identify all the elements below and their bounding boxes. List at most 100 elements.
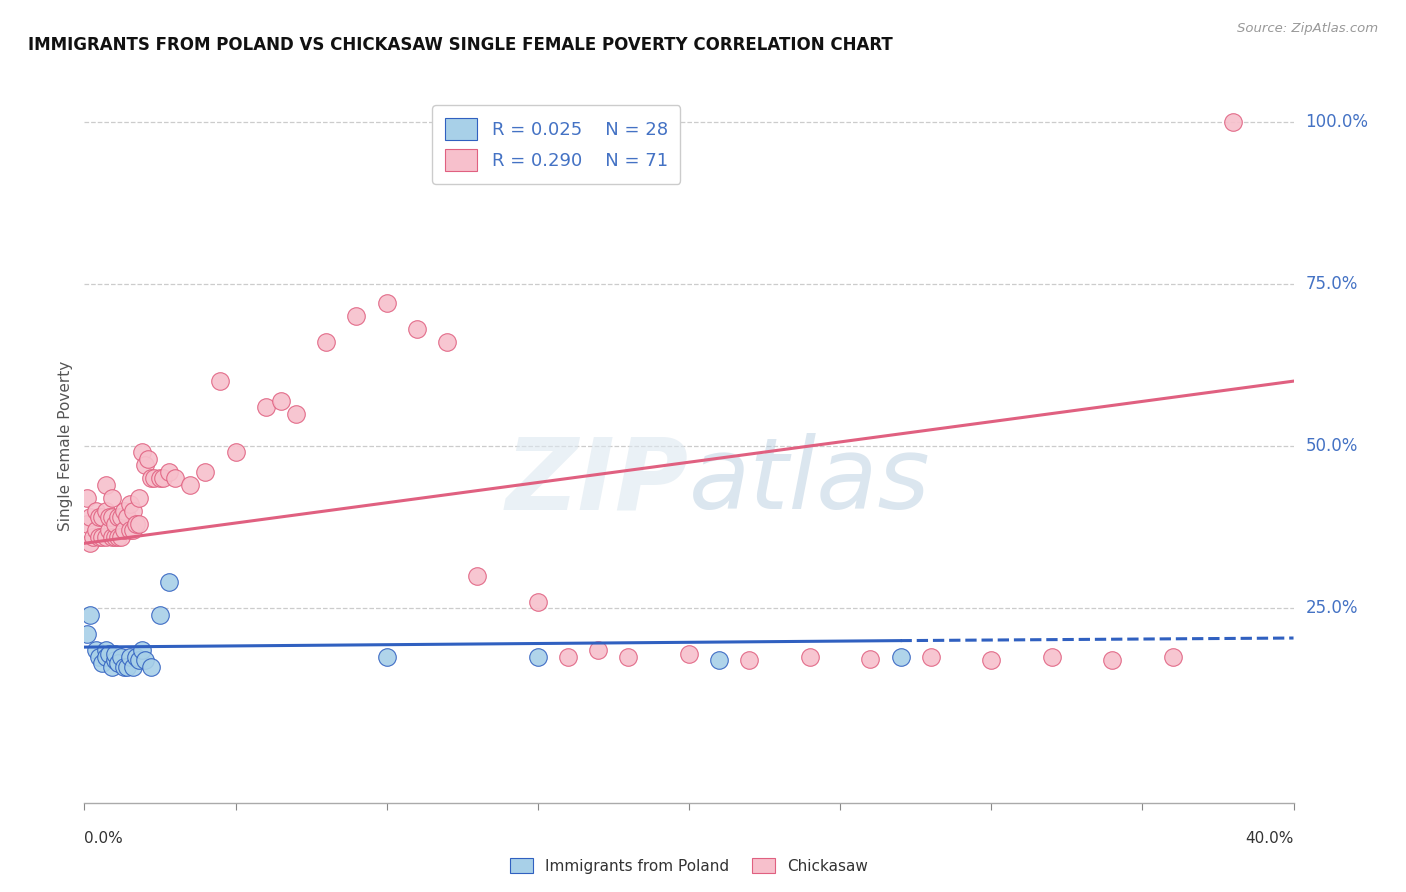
Point (142, 471, 165, 485)
Text: Source: ZipAtlas.com: Source: ZipAtlas.com (1237, 22, 1378, 36)
Point (97, 510, 120, 524)
Point (86, 524, 108, 538)
Point (270, 393, 292, 408)
Point (79, 607, 101, 622)
Point (139, 659, 162, 673)
Point (110, 530, 132, 544)
Point (709, 653, 731, 667)
Point (131, 445, 153, 459)
Point (738, 653, 761, 667)
Point (1040, 649, 1063, 664)
Point (557, 649, 579, 664)
Point (104, 530, 127, 544)
Point (76, 516, 98, 531)
Point (112, 524, 135, 538)
Text: 50.0%: 50.0% (1306, 437, 1358, 455)
Point (375, 649, 398, 664)
Point (97, 524, 120, 538)
Point (100, 491, 122, 505)
Point (89, 530, 111, 544)
Point (86, 643, 108, 657)
Point (79, 536, 101, 550)
Point (110, 510, 132, 524)
Point (1222, 114, 1244, 128)
Point (134, 653, 156, 667)
Point (467, 568, 489, 582)
Point (920, 649, 942, 664)
Point (97, 647, 120, 661)
Point (115, 510, 138, 524)
Point (194, 465, 217, 479)
Point (859, 652, 882, 666)
Point (107, 657, 129, 671)
Point (104, 647, 127, 661)
Point (91, 530, 114, 544)
Point (139, 471, 162, 485)
Point (104, 653, 127, 667)
Text: 40.0%: 40.0% (1246, 831, 1294, 846)
Legend: Immigrants from Poland, Chickasaw: Immigrants from Poland, Chickasaw (503, 852, 875, 880)
Point (94, 649, 117, 664)
Point (254, 400, 277, 414)
Point (128, 491, 150, 505)
Point (110, 649, 132, 664)
Point (131, 643, 153, 657)
Point (526, 595, 548, 609)
Point (149, 471, 172, 485)
Point (890, 649, 912, 664)
Point (179, 478, 201, 492)
Y-axis label: Single Female Poverty: Single Female Poverty (58, 361, 73, 531)
Point (375, 296, 398, 310)
Point (406, 322, 429, 336)
Point (1101, 653, 1123, 667)
Point (136, 452, 159, 467)
Point (107, 530, 129, 544)
Point (980, 653, 1002, 667)
Point (86, 504, 108, 518)
Point (107, 510, 129, 524)
Point (526, 649, 548, 664)
Point (94, 643, 117, 657)
Point (157, 575, 180, 590)
Point (157, 465, 180, 479)
Point (284, 407, 308, 421)
Point (104, 516, 127, 531)
Point (82, 530, 104, 544)
Point (89, 510, 111, 524)
Point (1161, 649, 1184, 664)
Point (76, 491, 98, 505)
Text: ZIP: ZIP (506, 434, 689, 530)
Point (128, 516, 150, 531)
Point (125, 516, 148, 531)
Text: 0.0%: 0.0% (84, 831, 124, 846)
Point (436, 335, 458, 350)
Point (152, 471, 174, 485)
Point (118, 497, 141, 511)
Point (346, 310, 368, 324)
Point (617, 649, 640, 664)
Text: 100.0%: 100.0% (1306, 112, 1368, 130)
Point (118, 649, 141, 664)
Point (118, 524, 141, 538)
Point (799, 649, 821, 664)
Point (100, 659, 122, 673)
Point (100, 530, 122, 544)
Point (678, 647, 700, 661)
Point (149, 607, 172, 622)
Point (225, 445, 247, 459)
Point (112, 504, 135, 518)
Point (134, 458, 156, 473)
Point (588, 643, 610, 657)
Legend: R = 0.025    N = 28, R = 0.290    N = 71: R = 0.025 N = 28, R = 0.290 N = 71 (432, 105, 681, 184)
Point (94, 530, 117, 544)
Point (128, 653, 150, 667)
Point (315, 335, 337, 350)
Point (121, 524, 143, 538)
Point (121, 504, 143, 518)
Point (163, 471, 186, 485)
Point (94, 478, 117, 492)
Point (89, 649, 111, 664)
Text: 25.0%: 25.0% (1306, 599, 1358, 617)
Text: atlas: atlas (689, 434, 931, 530)
Point (209, 374, 232, 388)
